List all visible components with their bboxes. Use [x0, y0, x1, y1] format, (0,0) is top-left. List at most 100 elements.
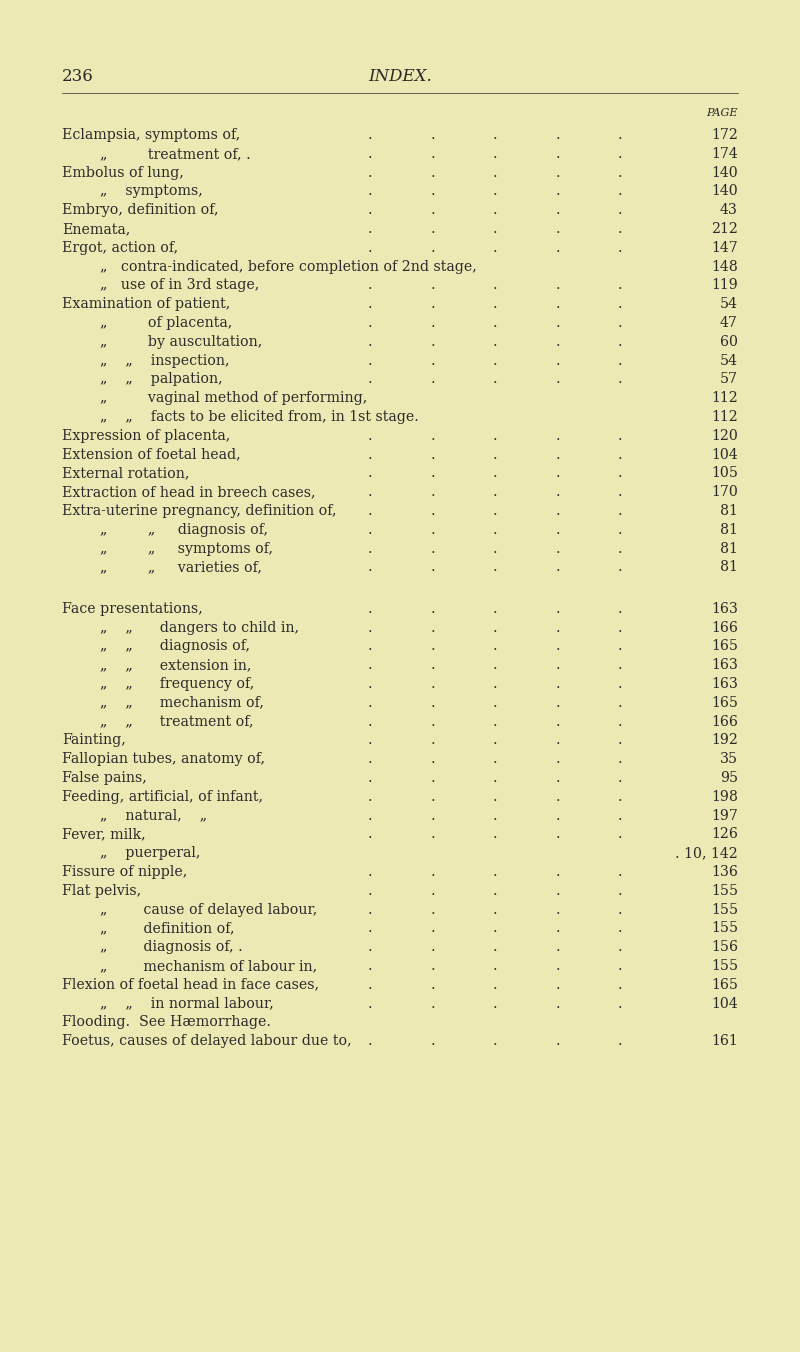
- Text: .: .: [493, 279, 498, 292]
- Text: .: .: [430, 827, 435, 841]
- Text: 170: 170: [711, 485, 738, 499]
- Text: 35: 35: [720, 752, 738, 767]
- Text: .: .: [493, 808, 498, 822]
- Text: 155: 155: [711, 921, 738, 936]
- Text: .: .: [430, 335, 435, 349]
- Text: .: .: [618, 808, 622, 822]
- Text: .: .: [555, 560, 560, 575]
- Text: .: .: [618, 752, 622, 767]
- Text: .: .: [493, 959, 498, 973]
- Text: 155: 155: [711, 959, 738, 973]
- Text: .: .: [555, 696, 560, 710]
- Text: „    „    facts to be elicited from, in 1st stage.: „ „ facts to be elicited from, in 1st st…: [100, 410, 419, 425]
- Text: .: .: [493, 241, 498, 254]
- Text: .: .: [618, 165, 622, 180]
- Text: .: .: [368, 297, 372, 311]
- Text: 236: 236: [62, 68, 94, 85]
- Text: .: .: [618, 865, 622, 879]
- Text: .: .: [618, 297, 622, 311]
- Text: .: .: [493, 940, 498, 955]
- Text: .: .: [368, 865, 372, 879]
- Text: .: .: [555, 354, 560, 368]
- Text: .: .: [430, 752, 435, 767]
- Text: Embryo, definition of,: Embryo, definition of,: [62, 203, 218, 218]
- Text: .: .: [368, 222, 372, 237]
- Text: .: .: [430, 523, 435, 537]
- Text: „    „      mechanism of,: „ „ mechanism of,: [100, 696, 264, 710]
- Text: .: .: [493, 429, 498, 443]
- Text: 57: 57: [720, 372, 738, 387]
- Text: .: .: [555, 147, 560, 161]
- Text: .: .: [618, 903, 622, 917]
- Text: .: .: [368, 959, 372, 973]
- Text: .: .: [555, 658, 560, 672]
- Text: 155: 155: [711, 903, 738, 917]
- Text: .: .: [493, 316, 498, 330]
- Text: 105: 105: [711, 466, 738, 480]
- Text: „         of placenta,: „ of placenta,: [100, 316, 232, 330]
- Text: .: .: [555, 977, 560, 992]
- Text: .: .: [493, 621, 498, 634]
- Text: .: .: [430, 504, 435, 518]
- Text: Flooding.  See Hæmorrhage.: Flooding. See Hæmorrhage.: [62, 1015, 271, 1029]
- Text: .: .: [430, 696, 435, 710]
- Text: 166: 166: [711, 621, 738, 634]
- Text: .: .: [430, 1034, 435, 1048]
- Text: PAGE: PAGE: [706, 108, 738, 118]
- Text: .: .: [430, 715, 435, 729]
- Text: .: .: [618, 602, 622, 615]
- Text: .: .: [493, 996, 498, 1010]
- Text: „         treatment of, .: „ treatment of, .: [100, 147, 250, 161]
- Text: .: .: [618, 560, 622, 575]
- Text: .: .: [430, 316, 435, 330]
- Text: .: .: [368, 733, 372, 748]
- Text: „         by auscultation,: „ by auscultation,: [100, 335, 262, 349]
- Text: .: .: [430, 372, 435, 387]
- Text: „    „      dangers to child in,: „ „ dangers to child in,: [100, 621, 299, 634]
- Text: .: .: [555, 733, 560, 748]
- Text: Feeding, artificial, of infant,: Feeding, artificial, of infant,: [62, 790, 263, 803]
- Text: .: .: [368, 977, 372, 992]
- Text: Fever, milk,: Fever, milk,: [62, 827, 146, 841]
- Text: .: .: [618, 203, 622, 218]
- Text: 156: 156: [711, 940, 738, 955]
- Text: .: .: [430, 184, 435, 199]
- Text: .: .: [618, 241, 622, 254]
- Text: . 10, 142: . 10, 142: [675, 846, 738, 860]
- Text: .: .: [493, 790, 498, 803]
- Text: .: .: [618, 184, 622, 199]
- Text: 140: 140: [711, 165, 738, 180]
- Text: .: .: [555, 504, 560, 518]
- Text: .: .: [430, 542, 435, 556]
- Text: .: .: [430, 790, 435, 803]
- Text: Flat pelvis,: Flat pelvis,: [62, 884, 141, 898]
- Text: .: .: [368, 279, 372, 292]
- Text: .: .: [493, 485, 498, 499]
- Text: .: .: [430, 959, 435, 973]
- Text: 155: 155: [711, 884, 738, 898]
- Text: „    puerperal,: „ puerperal,: [100, 846, 200, 860]
- Text: .: .: [555, 959, 560, 973]
- Text: .: .: [618, 639, 622, 653]
- Text: .: .: [555, 621, 560, 634]
- Text: .: .: [618, 696, 622, 710]
- Text: .: .: [430, 602, 435, 615]
- Text: .: .: [493, 921, 498, 936]
- Text: „   use of in 3rd stage,: „ use of in 3rd stage,: [100, 279, 259, 292]
- Text: .: .: [493, 128, 498, 142]
- Text: .: .: [555, 996, 560, 1010]
- Text: Extra-uterine pregnancy, definition of,: Extra-uterine pregnancy, definition of,: [62, 504, 337, 518]
- Text: 81: 81: [720, 560, 738, 575]
- Text: .: .: [493, 354, 498, 368]
- Text: 104: 104: [711, 448, 738, 461]
- Text: „         vaginal method of performing,: „ vaginal method of performing,: [100, 391, 367, 406]
- Text: 165: 165: [711, 977, 738, 992]
- Text: .: .: [618, 715, 622, 729]
- Text: 174: 174: [711, 147, 738, 161]
- Text: .: .: [368, 752, 372, 767]
- Text: „    natural,    „: „ natural, „: [100, 808, 207, 822]
- Text: .: .: [618, 827, 622, 841]
- Text: .: .: [368, 903, 372, 917]
- Text: .: .: [618, 996, 622, 1010]
- Text: .: .: [555, 602, 560, 615]
